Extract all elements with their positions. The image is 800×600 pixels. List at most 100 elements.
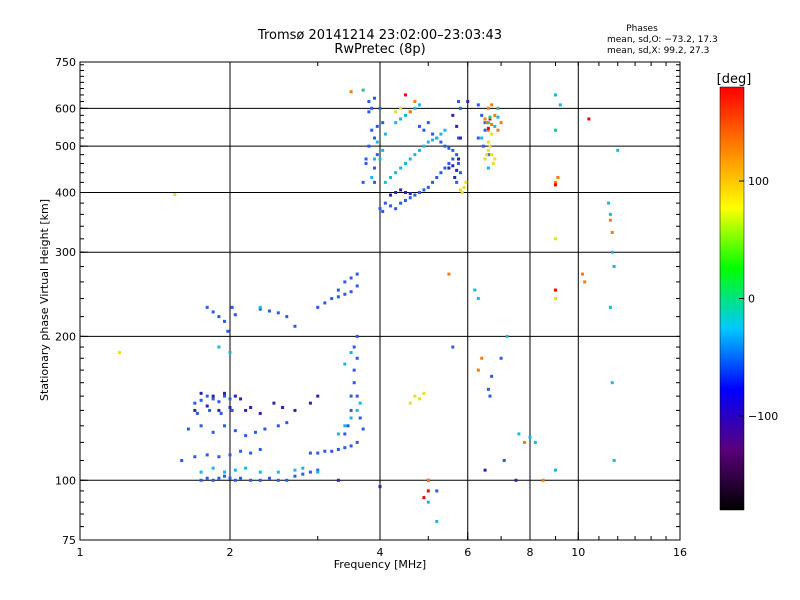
echo-point bbox=[499, 356, 503, 360]
y-tick-label: 200 bbox=[55, 330, 76, 343]
echo-point bbox=[458, 136, 462, 140]
chart-subtitle: RwPretec (8p) bbox=[334, 42, 425, 57]
echo-point bbox=[211, 478, 215, 482]
colorbar-tick-label: −100 bbox=[748, 410, 778, 423]
echo-point bbox=[233, 313, 237, 317]
echo-point bbox=[422, 144, 426, 148]
echo-point bbox=[447, 166, 451, 170]
echo-point bbox=[381, 148, 385, 152]
echo-point bbox=[349, 290, 353, 294]
echo-point bbox=[413, 394, 417, 398]
echo-point bbox=[217, 455, 221, 459]
echo-point bbox=[285, 421, 289, 425]
echo-point bbox=[490, 374, 494, 378]
echo-point bbox=[447, 161, 451, 165]
echo-point bbox=[403, 93, 407, 97]
echo-point bbox=[464, 180, 468, 184]
echo-point bbox=[399, 106, 403, 110]
echo-point bbox=[502, 458, 506, 462]
echo-point bbox=[223, 319, 227, 323]
echo-point bbox=[583, 280, 587, 284]
echo-point bbox=[514, 478, 518, 482]
echo-point bbox=[528, 435, 532, 439]
echo-point bbox=[343, 432, 347, 436]
x-tick-label: 2 bbox=[227, 546, 234, 559]
echo-point bbox=[285, 315, 289, 319]
echo-point bbox=[330, 297, 334, 301]
echo-point bbox=[399, 166, 403, 170]
echo-point bbox=[612, 458, 616, 462]
echo-point bbox=[346, 424, 350, 428]
echo-point bbox=[496, 115, 500, 119]
colorbar-ticks: 100 0 −100 bbox=[719, 86, 778, 511]
echo-point bbox=[455, 153, 459, 157]
echo-point bbox=[553, 93, 557, 97]
echo-point bbox=[553, 288, 557, 292]
echo-point bbox=[553, 297, 557, 301]
echo-point bbox=[211, 430, 215, 434]
echo-point bbox=[439, 140, 443, 144]
echo-point bbox=[358, 416, 362, 420]
echo-point bbox=[276, 311, 280, 315]
echo-point bbox=[426, 478, 430, 482]
echo-point bbox=[517, 432, 521, 436]
echo-point bbox=[258, 307, 262, 311]
echo-point bbox=[349, 444, 353, 448]
echo-point bbox=[417, 190, 421, 194]
echo-point bbox=[486, 387, 490, 391]
echo-point bbox=[355, 334, 359, 338]
echo-point bbox=[616, 148, 620, 152]
echo-point bbox=[258, 305, 262, 309]
echo-point bbox=[205, 404, 209, 408]
echo-point bbox=[233, 429, 237, 433]
echo-point bbox=[228, 476, 232, 480]
echo-point bbox=[228, 405, 232, 409]
echo-point bbox=[533, 440, 537, 444]
echo-point bbox=[426, 140, 430, 144]
echo-point bbox=[505, 334, 509, 338]
echo-point bbox=[457, 161, 461, 165]
echo-point bbox=[496, 106, 500, 110]
echo-point bbox=[422, 496, 426, 500]
echo-point bbox=[608, 218, 612, 222]
echo-point bbox=[403, 190, 407, 194]
y-tick-label: 750 bbox=[55, 56, 76, 69]
echo-point bbox=[381, 210, 385, 214]
echo-point bbox=[381, 121, 385, 125]
echo-point bbox=[361, 427, 365, 431]
echo-point bbox=[336, 288, 340, 292]
echo-point bbox=[367, 100, 371, 104]
echo-point bbox=[378, 207, 382, 211]
echo-point bbox=[193, 401, 197, 405]
echo-point bbox=[117, 351, 121, 355]
phases-x-mode: mean, sd,X: 99.2, 27.3 bbox=[607, 46, 709, 56]
echo-point bbox=[217, 315, 221, 319]
echo-point bbox=[267, 476, 271, 480]
echo-point bbox=[458, 188, 462, 192]
echo-point bbox=[399, 188, 403, 192]
echo-point bbox=[370, 175, 374, 179]
echo-point bbox=[205, 394, 209, 398]
echo-point bbox=[453, 175, 457, 179]
echo-point bbox=[378, 485, 382, 489]
echo-point bbox=[253, 430, 257, 434]
x-tick-label: 4 bbox=[377, 546, 384, 559]
echo-point bbox=[233, 478, 237, 482]
echo-point bbox=[485, 121, 489, 125]
echo-point bbox=[403, 198, 407, 202]
colorbar-tick-label: 100 bbox=[748, 175, 769, 188]
echo-point bbox=[553, 183, 557, 187]
echo-point bbox=[493, 124, 497, 128]
echo-point bbox=[361, 180, 365, 184]
echo-point bbox=[361, 88, 365, 92]
echo-point bbox=[451, 113, 455, 117]
echo-point bbox=[267, 309, 271, 313]
echo-point bbox=[483, 117, 487, 121]
echo-point bbox=[199, 398, 203, 402]
echo-point bbox=[417, 124, 421, 128]
echo-point bbox=[352, 368, 356, 372]
echo-point bbox=[223, 424, 227, 428]
echo-point bbox=[458, 171, 462, 175]
phases-header: Phases bbox=[626, 24, 658, 34]
echo-point bbox=[205, 453, 209, 457]
